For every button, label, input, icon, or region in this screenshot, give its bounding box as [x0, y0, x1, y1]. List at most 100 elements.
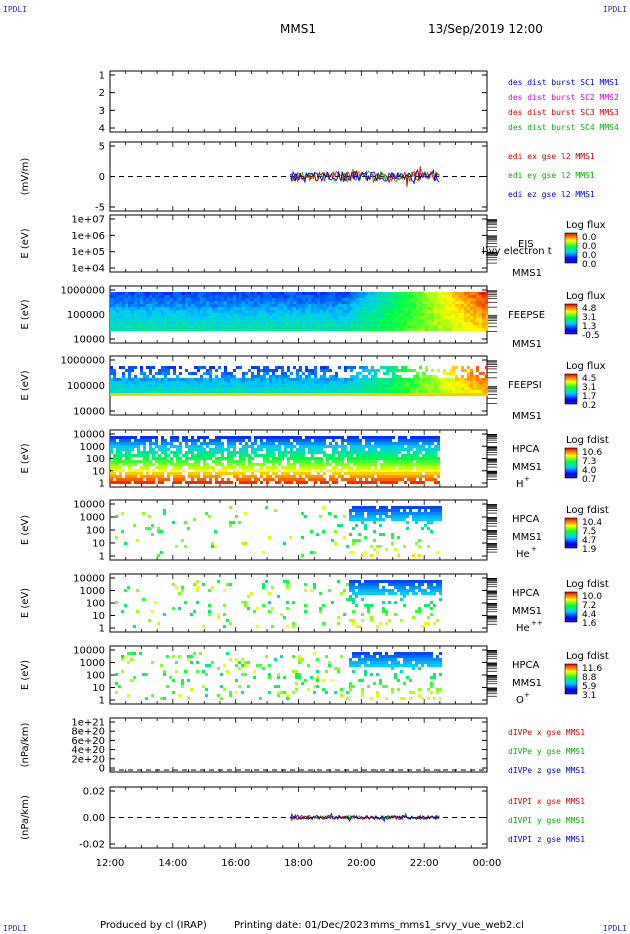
heatmap-cell	[218, 390, 221, 393]
heatmap-cell	[281, 390, 284, 393]
heatmap-cell	[188, 472, 191, 475]
heatmap-cell	[341, 301, 344, 304]
heatmap-cell	[272, 375, 275, 378]
heatmap-cell	[113, 466, 116, 469]
heatmap-cell	[353, 298, 356, 301]
heatmap-cell	[398, 436, 401, 439]
heatmap-cell	[203, 463, 206, 466]
heatmap-cell	[382, 512, 385, 515]
heatmap-cell	[179, 457, 182, 460]
heatmap-cell	[317, 457, 320, 460]
heatmap-cell	[251, 387, 254, 390]
heatmap-cell	[266, 304, 269, 307]
heatmap-cell	[434, 307, 437, 310]
heatmap-cell	[338, 319, 341, 322]
heatmap-cell	[419, 307, 422, 310]
heatmap-cell	[212, 448, 215, 451]
y-tick-label: 100	[86, 454, 105, 465]
heatmap-cell	[248, 319, 251, 322]
heatmap-cell	[242, 466, 245, 469]
heatmap-cell	[374, 469, 377, 472]
heatmap-cell	[389, 445, 392, 448]
heatmap-cell	[251, 463, 254, 466]
heatmap-cell	[374, 478, 377, 481]
heatmap-cell	[161, 469, 164, 472]
heatmap-cell	[263, 325, 266, 328]
heatmap-cell	[356, 295, 359, 298]
heatmap-cell	[338, 298, 341, 301]
heatmap-cell	[428, 310, 431, 313]
heatmap-cell	[359, 390, 362, 393]
heatmap-cell	[206, 381, 209, 384]
heatmap-cell	[374, 325, 377, 328]
heatmap-cell	[377, 298, 380, 301]
heatmap-cell	[287, 328, 290, 331]
heatmap-cell	[266, 310, 269, 313]
heatmap-cell	[440, 310, 443, 313]
heatmap-cell	[344, 378, 347, 381]
heatmap-cell	[410, 292, 413, 295]
heatmap-cell	[446, 319, 449, 322]
heatmap-cell	[440, 384, 443, 387]
heatmap-cell	[458, 295, 461, 298]
heatmap-cell	[434, 381, 437, 384]
heatmap-cell	[437, 378, 440, 381]
heatmap-cell	[302, 390, 305, 393]
heatmap-cell	[386, 301, 389, 304]
heatmap-cell	[260, 445, 263, 448]
heatmap-cell	[400, 506, 403, 509]
heatmap-cell	[233, 292, 236, 295]
heatmap-cell	[146, 478, 149, 481]
heatmap-cell	[371, 457, 374, 460]
heatmap-cell	[242, 313, 245, 316]
heatmap-cell	[404, 307, 407, 310]
heatmap-cell	[476, 366, 479, 369]
heatmap-cell	[473, 375, 476, 378]
heatmap-cell	[263, 463, 266, 466]
heatmap-cell	[320, 322, 323, 325]
heatmap-cell	[113, 393, 116, 396]
heatmap-cell	[422, 454, 425, 457]
heatmap-cell	[269, 454, 272, 457]
heatmap-cell	[281, 436, 284, 439]
heatmap-cell	[376, 518, 379, 521]
heatmap-cell	[125, 481, 128, 484]
heatmap-cell	[167, 393, 170, 396]
heatmap-cell	[290, 478, 293, 481]
heatmap-cell	[431, 295, 434, 298]
heatmap-cell	[356, 481, 359, 484]
heatmap-cell	[236, 310, 239, 313]
heatmap-cell	[377, 378, 380, 381]
heatmap-cell	[446, 310, 449, 313]
heatmap-cell	[185, 322, 188, 325]
heatmap-cell	[379, 524, 382, 527]
heatmap-cell	[467, 381, 470, 384]
heatmap-cell	[386, 460, 389, 463]
heatmap-cell	[398, 393, 401, 396]
heatmap-cell	[473, 393, 476, 396]
heatmap-cell	[299, 328, 302, 331]
heatmap-cell	[172, 521, 175, 524]
heatmap-cell	[436, 509, 439, 512]
heatmap-cell	[305, 328, 308, 331]
heatmap-cell	[362, 454, 365, 457]
heatmap-cell	[245, 322, 248, 325]
heatmap-cell	[470, 372, 473, 375]
heatmap-cell	[419, 322, 422, 325]
heatmap-cell	[371, 478, 374, 481]
heatmap-cell	[278, 475, 281, 478]
heatmap-cell	[119, 384, 122, 387]
heatmap-cell	[167, 366, 170, 369]
heatmap-cell	[290, 393, 293, 396]
heatmap-cell	[341, 469, 344, 472]
heatmap-cell	[185, 307, 188, 310]
heatmap-cell	[401, 325, 404, 328]
heatmap-cell	[370, 554, 373, 557]
heatmap-cell	[416, 295, 419, 298]
heatmap-cell	[299, 390, 302, 393]
heatmap-cell	[113, 442, 116, 445]
heatmap-cell	[386, 478, 389, 481]
heatmap-cell	[302, 381, 305, 384]
heatmap-cell	[320, 304, 323, 307]
heatmap-cell	[383, 378, 386, 381]
